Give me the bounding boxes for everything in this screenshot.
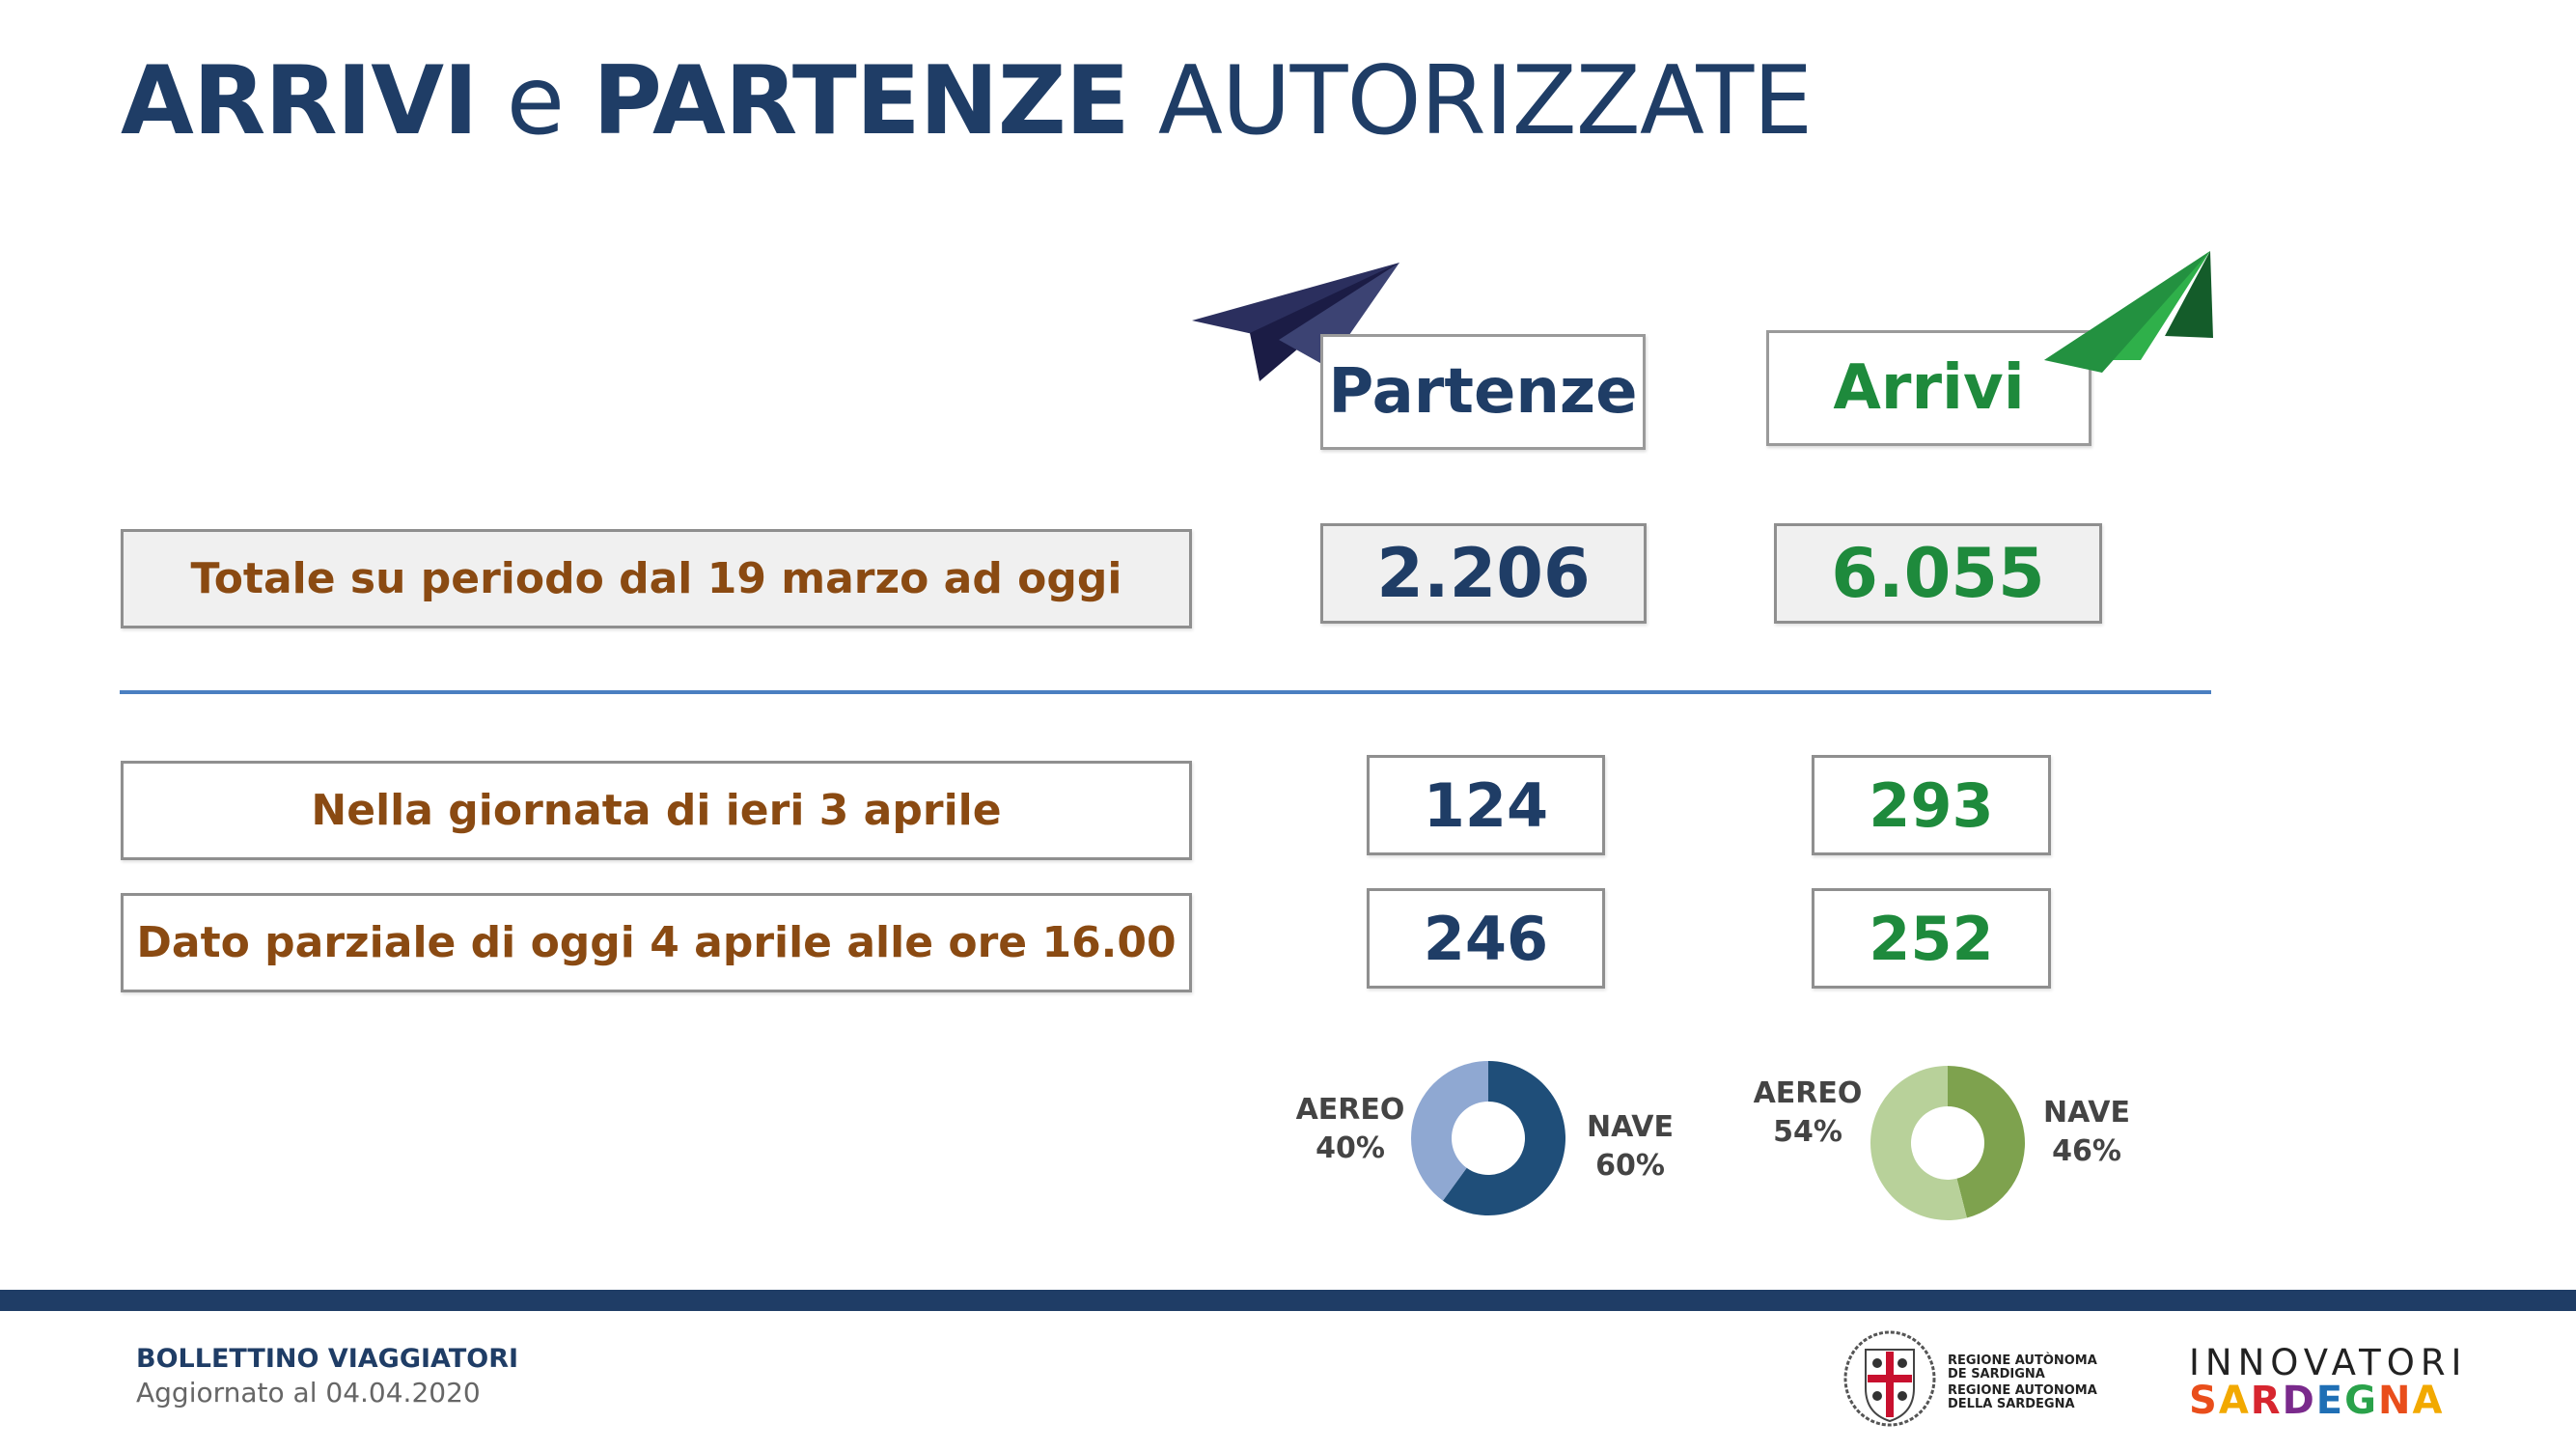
value-total-partenze-text: 2.206 — [1376, 534, 1591, 613]
donut2-nave-label: NAVE 46% — [2030, 1094, 2144, 1171]
footer-bar — [0, 1290, 2576, 1311]
value-yesterday-arrivi: 293 — [1812, 755, 2051, 855]
paper-plane-icon — [1192, 263, 1399, 381]
donut2-aereo-pct: 54% — [1773, 1115, 1842, 1149]
donut-chart-partenze — [1411, 1061, 1565, 1215]
row-total-label: Totale su periodo dal 19 marzo ad oggi — [121, 529, 1192, 628]
donut1-aereo-name: AEREO — [1295, 1093, 1405, 1127]
brand-letter: N — [2377, 1379, 2413, 1423]
region-line4: DELLA SARDEGNA — [1948, 1397, 2075, 1411]
value-today-arrivi-text: 252 — [1869, 903, 1994, 974]
row-yesterday-text: Nella giornata di ieri 3 aprile — [311, 786, 1002, 835]
row-today-text: Dato parziale di oggi 4 aprile alle ore … — [136, 918, 1177, 967]
header-arrivi-label: Arrivi — [1833, 352, 2025, 424]
donut1-nave-label: NAVE 60% — [1573, 1108, 1687, 1186]
title-e: e — [506, 46, 565, 156]
donut-slice-nave — [1442, 1061, 1565, 1215]
region-coat-of-arms-icon — [1843, 1330, 1936, 1427]
footer-updated-date: Aggiornato al 04.04.2020 — [136, 1377, 481, 1409]
row-today-label: Dato parziale di oggi 4 aprile alle ore … — [121, 893, 1192, 992]
donut-slice-aereo — [1411, 1061, 1488, 1201]
donut2-nave-name: NAVE — [2043, 1096, 2130, 1130]
brand-letter: G — [2344, 1379, 2378, 1423]
value-today-partenze: 246 — [1367, 888, 1605, 989]
region-line2: DE SARDIGNA — [1948, 1367, 2045, 1381]
row-yesterday-label: Nella giornata di ieri 3 aprile — [121, 761, 1192, 860]
region-name-italian: REGIONE AUTONOMA DELLA SARDEGNA — [1948, 1384, 2097, 1411]
value-today-partenze-text: 246 — [1423, 903, 1549, 974]
brand-letter: A — [2218, 1379, 2251, 1423]
paper-plane-icon — [2044, 251, 2213, 373]
region-line1: REGIONE AUTÒNOMA — [1948, 1353, 2097, 1368]
header-arrivi: Arrivi — [1766, 330, 2091, 446]
brand-letter: R — [2250, 1379, 2283, 1423]
donut2-aereo-label: AEREO 54% — [1749, 1074, 1867, 1152]
brand-letter: D — [2282, 1379, 2316, 1423]
value-yesterday-partenze-text: 124 — [1423, 769, 1549, 841]
brand-letter: S — [2189, 1379, 2219, 1423]
value-total-arrivi: 6.055 — [1774, 523, 2102, 624]
region-name-sardinian: REGIONE AUTÒNOMA DE SARDIGNA — [1948, 1354, 2097, 1381]
section-divider — [120, 690, 2211, 694]
brand-sardegna-text: SARDEGNA — [2189, 1379, 2444, 1423]
header-partenze-label: Partenze — [1328, 356, 1638, 428]
footer-bulletin-title: BOLLETTINO VIAGGIATORI — [136, 1344, 519, 1374]
donut2-nave-pct: 46% — [2052, 1134, 2121, 1168]
value-today-arrivi: 252 — [1812, 888, 2051, 989]
donut1-nave-name: NAVE — [1587, 1110, 1674, 1144]
brand-sardegna: SARDEGNA — [2189, 1379, 2444, 1423]
value-yesterday-arrivi-text: 293 — [1869, 769, 1994, 841]
value-total-arrivi-text: 6.055 — [1831, 534, 2045, 613]
donut1-aereo-pct: 40% — [1316, 1131, 1385, 1165]
page-title: ARRIVI e PARTENZE AUTORIZZATE — [121, 46, 1813, 156]
title-arrivi: ARRIVI — [121, 46, 479, 156]
title-autorizzate: AUTORIZZATE — [1157, 46, 1813, 156]
donut-slice-nave — [1948, 1066, 2025, 1218]
value-yesterday-partenze: 124 — [1367, 755, 1605, 855]
title-partenze: PARTENZE — [593, 46, 1130, 156]
row-total-text: Totale su periodo dal 19 marzo ad oggi — [190, 554, 1122, 603]
brand-innovatori: INNOVATORI — [2189, 1342, 2468, 1383]
brand-letter: E — [2315, 1379, 2345, 1423]
donut2-aereo-name: AEREO — [1753, 1076, 1863, 1110]
donut1-nave-pct: 60% — [1595, 1149, 1665, 1183]
donut-chart-arrivi — [1870, 1066, 2025, 1220]
brand-letter: A — [2412, 1379, 2445, 1423]
region-line3: REGIONE AUTONOMA — [1948, 1383, 2097, 1398]
donut1-aereo-label: AEREO 40% — [1291, 1091, 1409, 1168]
header-partenze: Partenze — [1320, 334, 1646, 450]
value-total-partenze: 2.206 — [1320, 523, 1647, 624]
donut-slice-aereo — [1870, 1066, 1967, 1220]
